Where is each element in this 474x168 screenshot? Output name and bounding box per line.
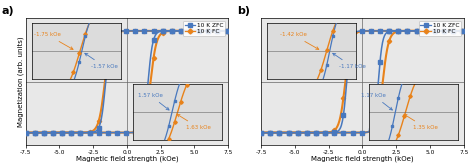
Y-axis label: Magnetization (arb. units): Magnetization (arb. units) <box>18 36 24 127</box>
Text: b): b) <box>237 6 250 16</box>
Legend: 10 K ZFC, 10 K FC: 10 K ZFC, 10 K FC <box>419 21 461 36</box>
Legend: 10 K ZFC, 10 K FC: 10 K ZFC, 10 K FC <box>183 21 225 36</box>
X-axis label: Magnetic field strength (kOe): Magnetic field strength (kOe) <box>311 156 414 162</box>
X-axis label: Magnetic field strength (kOe): Magnetic field strength (kOe) <box>75 156 178 162</box>
Text: a): a) <box>1 6 14 16</box>
